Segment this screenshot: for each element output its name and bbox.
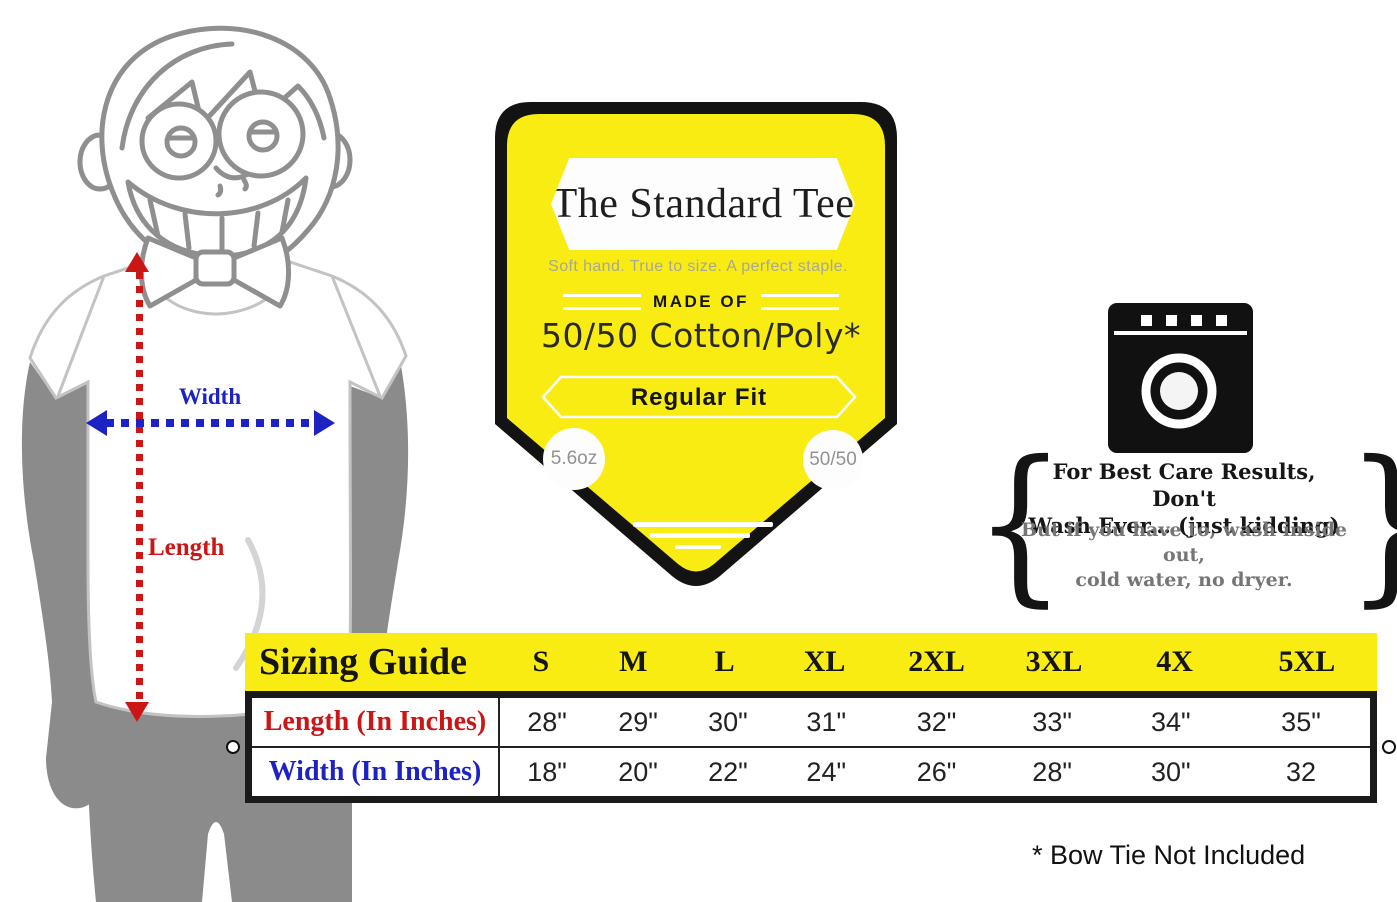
length-cell-4x: 34" [1150, 706, 1191, 737]
care-heading-line1: For Best Care Results, Don't [1052, 459, 1316, 511]
length-cell-5xl: 35" [1281, 706, 1321, 737]
size-header-4x: 4X [1156, 645, 1193, 678]
width-cell-2xl: 26" [916, 756, 957, 787]
badge-title-banner: The Standard Tee [551, 158, 855, 250]
badge-material: 50/50 Cotton/Poly* [540, 316, 862, 355]
made-of-label: MADE OF [653, 292, 749, 311]
fabric-blend-badge: 50/50 [803, 430, 863, 490]
length-label: Length [148, 534, 225, 561]
boy-head [77, 25, 353, 276]
size-header-3xl: 3XL [1025, 645, 1083, 678]
made-of-line-left [563, 294, 642, 310]
width-cell-4x: 30" [1150, 756, 1191, 787]
sizing-table-header: Sizing Guide S M L XL 2XL 3XL 4X 5XL [245, 633, 1377, 691]
cartoon-boy-illustration [21, 25, 409, 902]
bow-tie-right-wing [231, 235, 292, 309]
bow-tie-knot [193, 249, 237, 287]
width-cell-xl: 24" [806, 756, 847, 787]
curly-brace-left: { [974, 425, 1067, 623]
fit-banner-outline [541, 375, 857, 419]
size-header-5xl: 5XL [1278, 645, 1336, 678]
made-of-row: MADE OF [533, 292, 869, 312]
sleeve-seam-left [56, 275, 106, 397]
left-pupil [164, 125, 198, 159]
length-cell-2xl: 32" [916, 706, 957, 737]
sleeve-seam-right [330, 275, 382, 397]
row-divider [226, 740, 1396, 754]
nose [213, 165, 251, 198]
length-cell-xl: 31" [806, 706, 847, 737]
width-row: Width (In Inches) 18" 20" 22" 24" 26" 28… [252, 748, 1370, 796]
length-row: Length (In Inches) 28" 29" 30" 31" 32" 3… [252, 698, 1370, 746]
width-arrow-line [106, 419, 316, 427]
badge-decor-line-3 [675, 545, 721, 549]
badge-title: The Standard Tee [551, 181, 855, 227]
made-of-line-right [760, 294, 839, 310]
care-body-line2: cold water, no dryer. [1075, 569, 1293, 591]
left-arm-shape [21, 362, 108, 809]
teeth-lines [147, 197, 291, 255]
fabric-weight-value: 5.6oz [550, 448, 598, 469]
eyelid-lines [165, 129, 279, 141]
length-arrowhead-up [125, 252, 149, 272]
fabric-weight-badge: 5.6oz [543, 428, 605, 490]
badge-decor-line-1 [633, 522, 773, 527]
width-cell-m: 20" [618, 756, 658, 787]
badge-fit-label: Regular Fit [630, 384, 768, 411]
right-pupil [246, 119, 280, 153]
length-arrow-line [136, 272, 143, 704]
divider-endpoint-left [226, 740, 240, 754]
width-arrowhead-left [86, 410, 107, 436]
care-body: But if you have to, wash inside out, col… [1008, 518, 1360, 593]
width-row-label: Width (In Inches) [252, 748, 500, 796]
width-cell-3xl: 28" [1032, 756, 1072, 787]
width-cell-s: 18" [527, 756, 567, 787]
bow-tie [138, 235, 292, 309]
curly-brace-right: } [1346, 432, 1397, 617]
sizing-table: Sizing Guide S M L XL 2XL 3XL 4X 5XL Len… [226, 633, 1396, 803]
size-header-s: S [532, 645, 550, 678]
sizing-table-title: Sizing Guide [259, 641, 467, 683]
divider-endpoint-right [1382, 740, 1396, 754]
hair-fringe [119, 41, 327, 151]
size-header-m: M [619, 645, 648, 678]
width-label: Width [178, 384, 242, 409]
width-cell-5xl: 32 [1285, 756, 1316, 787]
length-cell-l: 30" [708, 706, 748, 737]
length-cell-s: 28" [527, 706, 567, 737]
size-header-xl: XL [803, 645, 846, 678]
care-heading: For Best Care Results, Don't Wash Ever..… [1022, 458, 1346, 539]
care-heading-line2: Wash Ever... (just kidding) [1028, 513, 1340, 538]
badge-decor-line-2 [650, 533, 750, 538]
size-header-l: L [714, 645, 735, 678]
sizing-table-body: Length (In Inches) 28" 29" 30" 31" 32" 3… [226, 691, 1396, 803]
width-cell-l: 22" [708, 756, 748, 787]
length-row-label: Length (In Inches) [252, 698, 500, 746]
bow-tie-footnote: * Bow Tie Not Included [1032, 840, 1306, 870]
length-arrowhead-down [125, 702, 149, 722]
care-body-line1: But if you have to, wash inside out, [1020, 519, 1348, 566]
size-header-2xl: 2XL [908, 645, 965, 678]
width-arrowhead-right [314, 410, 335, 436]
washing-machine-icon [1108, 303, 1253, 453]
badge-subtitle: Soft hand. True to size. A perfect stapl… [548, 258, 848, 275]
length-cell-3xl: 33" [1032, 706, 1072, 737]
fabric-blend-value: 50/50 [809, 449, 857, 470]
length-cell-m: 29" [618, 706, 658, 737]
